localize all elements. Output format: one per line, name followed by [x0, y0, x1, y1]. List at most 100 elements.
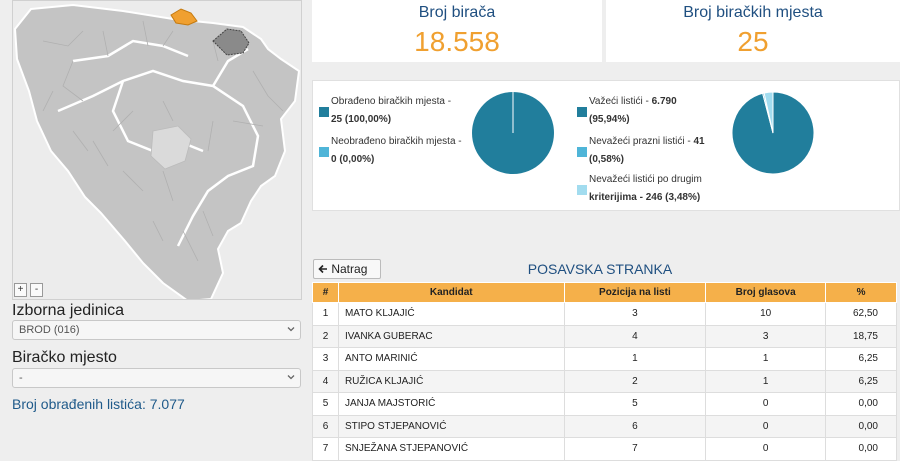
cell-position: 5 — [563, 392, 707, 416]
polling-station-value: - — [19, 372, 23, 384]
voters-title: Broj birača — [418, 4, 496, 21]
cell-votes: 3 — [705, 324, 827, 348]
cell-votes: 0 — [705, 392, 827, 416]
legend-other: Nevažeći listići po drugim kriterijima -… — [589, 171, 702, 207]
table-row[interactable]: 2 IVANKA GUBERAC 4 3 18,75 — [312, 324, 897, 348]
cell-number: 4 — [312, 369, 339, 393]
polling-station-select[interactable]: - — [12, 368, 301, 388]
cell-percent: 0,00 — [825, 392, 897, 416]
legend-empty-line2: (0,58%) — [589, 154, 625, 165]
zoom-out-button[interactable]: - — [30, 283, 43, 297]
col-header-candidate[interactable]: Kandidat — [337, 282, 565, 303]
table-row[interactable]: 6 STIPO STJEPANOVIĆ 6 0 0,00 — [312, 414, 897, 438]
voters-value: 18.558 — [414, 26, 500, 57]
stations-pie-chart[interactable] — [471, 91, 555, 175]
cell-percent: 6,25 — [825, 369, 897, 393]
cell-votes: 10 — [705, 302, 827, 326]
cell-number: 5 — [312, 392, 339, 416]
col-header-number[interactable]: # — [312, 282, 339, 303]
table-row[interactable]: 4 RUŽICA KLJAJIĆ 2 1 6,25 — [312, 369, 897, 393]
legend-swatch-unprocessed — [319, 147, 329, 157]
stations-stat-box: Broj biračkih mjesta 25 — [606, 0, 900, 62]
cell-votes: 1 — [705, 369, 827, 393]
legend-other-line1: Nevažeći listići po drugim — [589, 174, 702, 185]
cell-percent: 0,00 — [825, 414, 897, 438]
cell-number: 1 — [312, 302, 339, 326]
cell-percent: 62,50 — [825, 302, 897, 326]
electoral-unit-select[interactable]: BROD (016) — [12, 320, 301, 340]
candidates-table: # Kandidat Pozicija na listi Broj glasov… — [312, 282, 897, 461]
cell-candidate: MATO KLJAJIĆ — [337, 302, 565, 326]
legend-swatch-empty — [577, 147, 587, 157]
cell-candidate: RUŽICA KLJAJIĆ — [337, 369, 565, 393]
cell-votes: 1 — [705, 347, 827, 371]
table-header-row: # Kandidat Pozicija na listi Broj glasov… — [312, 282, 897, 303]
cell-position: 1 — [563, 347, 707, 371]
legend-valid: Važeći listići - 6.790 (95,94%) — [589, 93, 677, 129]
table-row[interactable]: 1 MATO KLJAJIĆ 3 10 62,50 — [312, 302, 897, 326]
legend-swatch-other — [577, 185, 587, 195]
legend-empty-line1: Nevažeći prazni listići - — [589, 136, 694, 147]
map-municipality-lines — [42, 20, 284, 262]
legend-swatch-processed — [319, 107, 329, 117]
cell-votes: 0 — [705, 414, 827, 438]
legend-valid-bold: 6.790 — [651, 96, 677, 107]
legend-unprocessed: Neobrađeno biračkih mjesta - 0 (0,00%) — [331, 133, 462, 169]
table-row[interactable]: 3 ANTO MARINIĆ 1 1 6,25 — [312, 347, 897, 371]
legend-other-line2: kriterijima - 246 (3,48%) — [589, 192, 701, 203]
legend-valid-line2: (95,94%) — [589, 114, 630, 125]
cell-number: 6 — [312, 414, 339, 438]
chevron-down-icon — [287, 375, 295, 380]
cell-candidate: JANJA MAJSTORIĆ — [337, 392, 565, 416]
back-button[interactable]: Natrag — [313, 259, 381, 279]
pies-panel: Obrađeno biračkih mjesta - 25 (100,00%) … — [312, 80, 900, 211]
map-sarajevo-area[interactable] — [150, 125, 192, 170]
legend-processed-line1: Obrađeno biračkih mjesta - — [331, 96, 452, 107]
legend-processed: Obrađeno biračkih mjesta - 25 (100,00%) — [331, 93, 451, 129]
cell-percent: 18,75 — [825, 324, 897, 348]
col-header-percent[interactable]: % — [825, 282, 897, 303]
back-button-label: Natrag — [331, 262, 368, 276]
cell-position: 6 — [563, 414, 707, 438]
electoral-unit-value: BROD (016) — [19, 324, 80, 336]
cell-percent: 6,25 — [825, 347, 897, 371]
stations-value: 25 — [737, 26, 769, 57]
legend-empty-bold: 41 — [693, 136, 705, 147]
cell-percent: 0,00 — [825, 437, 897, 461]
table-row[interactable]: 7 SNJEŽANA STJEPANOVIĆ 7 0 0,00 — [312, 437, 897, 461]
stations-title: Broj biračkih mjesta — [683, 4, 823, 21]
legend-swatch-valid — [577, 107, 587, 117]
cell-position: 4 — [563, 324, 707, 348]
cell-number: 7 — [312, 437, 339, 461]
col-header-position[interactable]: Pozicija na listi — [563, 282, 707, 303]
cell-votes: 0 — [705, 437, 827, 461]
map-region-border — [57, 39, 260, 247]
pie-slice-other[interactable] — [763, 91, 774, 134]
zoom-in-button[interactable]: + — [14, 283, 27, 297]
cell-position: 7 — [563, 437, 707, 461]
map-selected-unit[interactable] — [170, 8, 198, 26]
cell-candidate: IVANKA GUBERAC — [337, 324, 565, 348]
party-title: POSAVSKA STRANKA — [527, 261, 673, 277]
processed-ballots-text: Broj obrađenih listića: 7.077 — [12, 396, 185, 412]
cell-candidate: SNJEŽANA STJEPANOVIĆ — [337, 437, 565, 461]
cell-position: 3 — [563, 302, 707, 326]
electoral-unit-label: Izborna jedinica — [12, 302, 125, 319]
legend-empty: Nevažeći prazni listići - 41 (0,58%) — [589, 133, 705, 169]
cell-position: 2 — [563, 369, 707, 393]
cell-number: 3 — [312, 347, 339, 371]
chevron-down-icon — [287, 327, 295, 332]
legend-unprocessed-line2: 0 (0,00%) — [331, 154, 375, 165]
bih-map[interactable] — [13, 1, 302, 300]
ballots-pie-chart[interactable] — [731, 91, 815, 175]
polling-station-label: Biračko mjesto — [12, 349, 117, 366]
map-highlight-unit[interactable] — [212, 28, 250, 56]
cell-candidate: ANTO MARINIĆ — [337, 347, 565, 371]
col-header-votes[interactable]: Broj glasova — [705, 282, 827, 303]
cell-candidate: STIPO STJEPANOVIĆ — [337, 414, 565, 438]
legend-valid-line1: Važeći listići - — [589, 96, 652, 107]
table-row[interactable]: 5 JANJA MAJSTORIĆ 5 0 0,00 — [312, 392, 897, 416]
cell-number: 2 — [312, 324, 339, 348]
legend-processed-line2: 25 (100,00%) — [331, 114, 392, 125]
map-panel[interactable] — [12, 0, 302, 300]
